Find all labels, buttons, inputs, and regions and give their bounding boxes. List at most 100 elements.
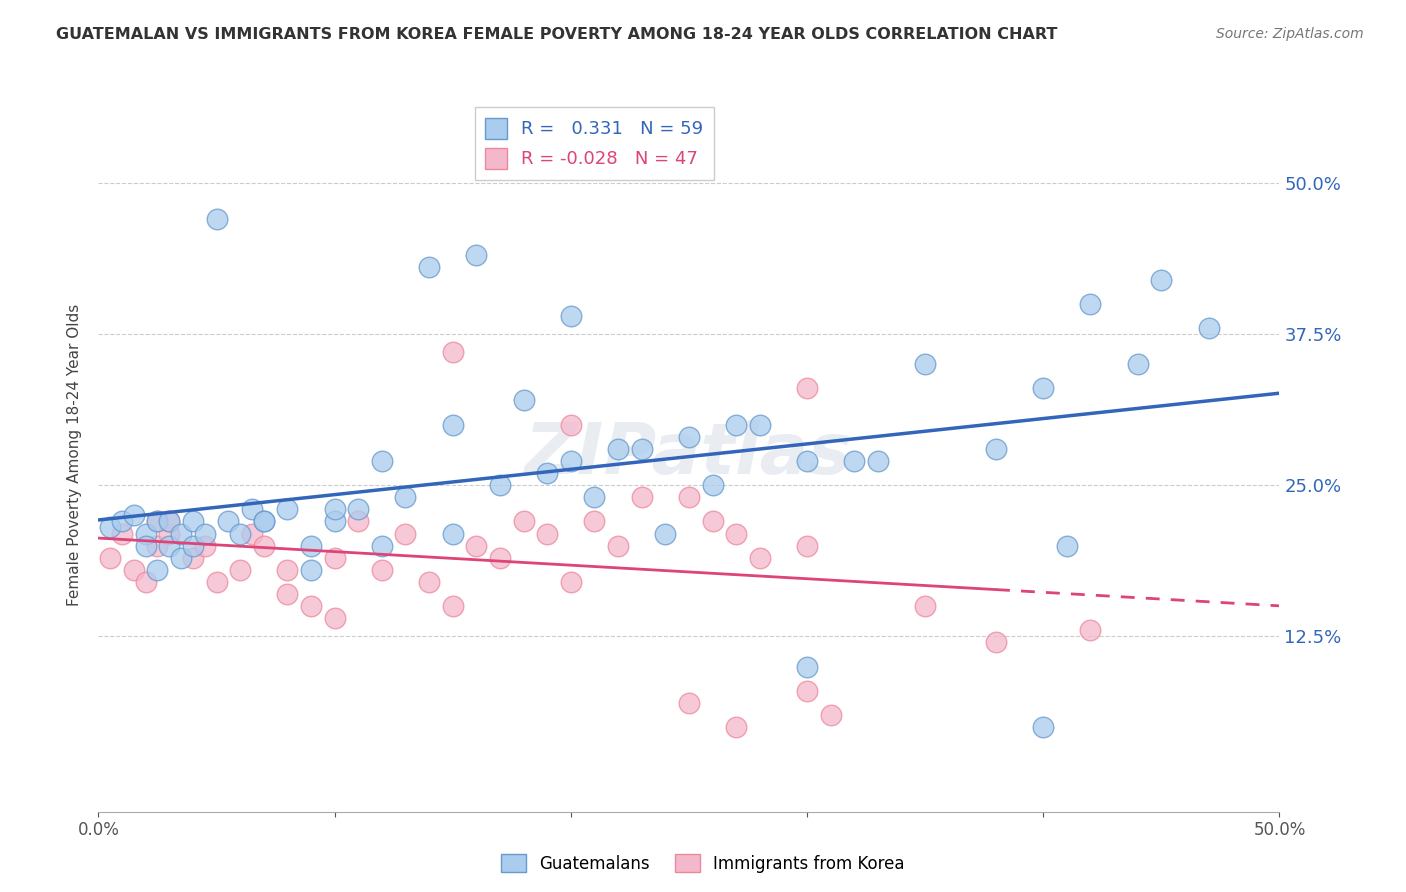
- Point: [465, 248, 488, 262]
- Point: [796, 454, 818, 468]
- Point: [347, 502, 370, 516]
- Point: [702, 478, 724, 492]
- Point: [441, 345, 464, 359]
- Text: Source: ZipAtlas.com: Source: ZipAtlas.com: [1216, 27, 1364, 41]
- Point: [489, 478, 512, 492]
- Point: [866, 454, 889, 468]
- Point: [678, 430, 700, 444]
- Point: [394, 490, 416, 504]
- Point: [1080, 297, 1102, 311]
- Point: [914, 357, 936, 371]
- Point: [157, 526, 180, 541]
- Point: [229, 563, 252, 577]
- Point: [418, 574, 440, 589]
- Legend: R =   0.331   N = 59, R = -0.028   N = 47: R = 0.331 N = 59, R = -0.028 N = 47: [474, 107, 714, 179]
- Point: [98, 520, 121, 534]
- Point: [122, 508, 145, 523]
- Text: ZIPatlas: ZIPatlas: [526, 420, 852, 490]
- Point: [607, 442, 630, 456]
- Point: [135, 574, 157, 589]
- Point: [820, 708, 842, 723]
- Point: [984, 635, 1007, 649]
- Point: [323, 611, 346, 625]
- Point: [489, 550, 512, 565]
- Point: [441, 599, 464, 613]
- Point: [441, 417, 464, 432]
- Point: [135, 526, 157, 541]
- Point: [1080, 624, 1102, 638]
- Point: [205, 574, 228, 589]
- Point: [146, 539, 169, 553]
- Point: [276, 502, 298, 516]
- Point: [157, 539, 180, 553]
- Point: [512, 393, 534, 408]
- Point: [678, 490, 700, 504]
- Point: [725, 720, 748, 734]
- Point: [583, 515, 606, 529]
- Legend: Guatemalans, Immigrants from Korea: Guatemalans, Immigrants from Korea: [495, 847, 911, 880]
- Point: [607, 539, 630, 553]
- Point: [725, 417, 748, 432]
- Point: [702, 515, 724, 529]
- Point: [323, 502, 346, 516]
- Point: [347, 515, 370, 529]
- Point: [560, 574, 582, 589]
- Point: [146, 515, 169, 529]
- Point: [560, 309, 582, 323]
- Point: [748, 550, 770, 565]
- Point: [276, 563, 298, 577]
- Point: [512, 515, 534, 529]
- Point: [240, 502, 263, 516]
- Point: [536, 526, 558, 541]
- Point: [630, 490, 652, 504]
- Point: [299, 599, 322, 613]
- Point: [796, 659, 818, 673]
- Point: [205, 212, 228, 227]
- Point: [323, 550, 346, 565]
- Point: [725, 526, 748, 541]
- Y-axis label: Female Poverty Among 18-24 Year Olds: Female Poverty Among 18-24 Year Olds: [66, 304, 82, 606]
- Point: [796, 381, 818, 395]
- Point: [146, 563, 169, 577]
- Point: [560, 454, 582, 468]
- Point: [441, 526, 464, 541]
- Point: [1150, 272, 1173, 286]
- Point: [122, 563, 145, 577]
- Point: [984, 442, 1007, 456]
- Point: [1056, 539, 1078, 553]
- Point: [181, 550, 204, 565]
- Point: [844, 454, 866, 468]
- Point: [299, 563, 322, 577]
- Point: [253, 515, 276, 529]
- Point: [394, 526, 416, 541]
- Point: [323, 515, 346, 529]
- Point: [157, 515, 180, 529]
- Point: [157, 515, 180, 529]
- Point: [111, 515, 134, 529]
- Point: [194, 526, 217, 541]
- Point: [170, 550, 193, 565]
- Point: [1032, 720, 1054, 734]
- Point: [418, 260, 440, 275]
- Point: [299, 539, 322, 553]
- Point: [170, 526, 193, 541]
- Point: [536, 466, 558, 480]
- Point: [560, 417, 582, 432]
- Point: [135, 539, 157, 553]
- Point: [796, 539, 818, 553]
- Point: [146, 515, 169, 529]
- Point: [654, 526, 676, 541]
- Point: [371, 454, 394, 468]
- Point: [583, 490, 606, 504]
- Point: [217, 515, 239, 529]
- Point: [276, 587, 298, 601]
- Point: [371, 539, 394, 553]
- Point: [1126, 357, 1149, 371]
- Point: [98, 550, 121, 565]
- Text: GUATEMALAN VS IMMIGRANTS FROM KOREA FEMALE POVERTY AMONG 18-24 YEAR OLDS CORRELA: GUATEMALAN VS IMMIGRANTS FROM KOREA FEMA…: [56, 27, 1057, 42]
- Point: [796, 683, 818, 698]
- Point: [371, 563, 394, 577]
- Point: [111, 526, 134, 541]
- Point: [229, 526, 252, 541]
- Point: [240, 526, 263, 541]
